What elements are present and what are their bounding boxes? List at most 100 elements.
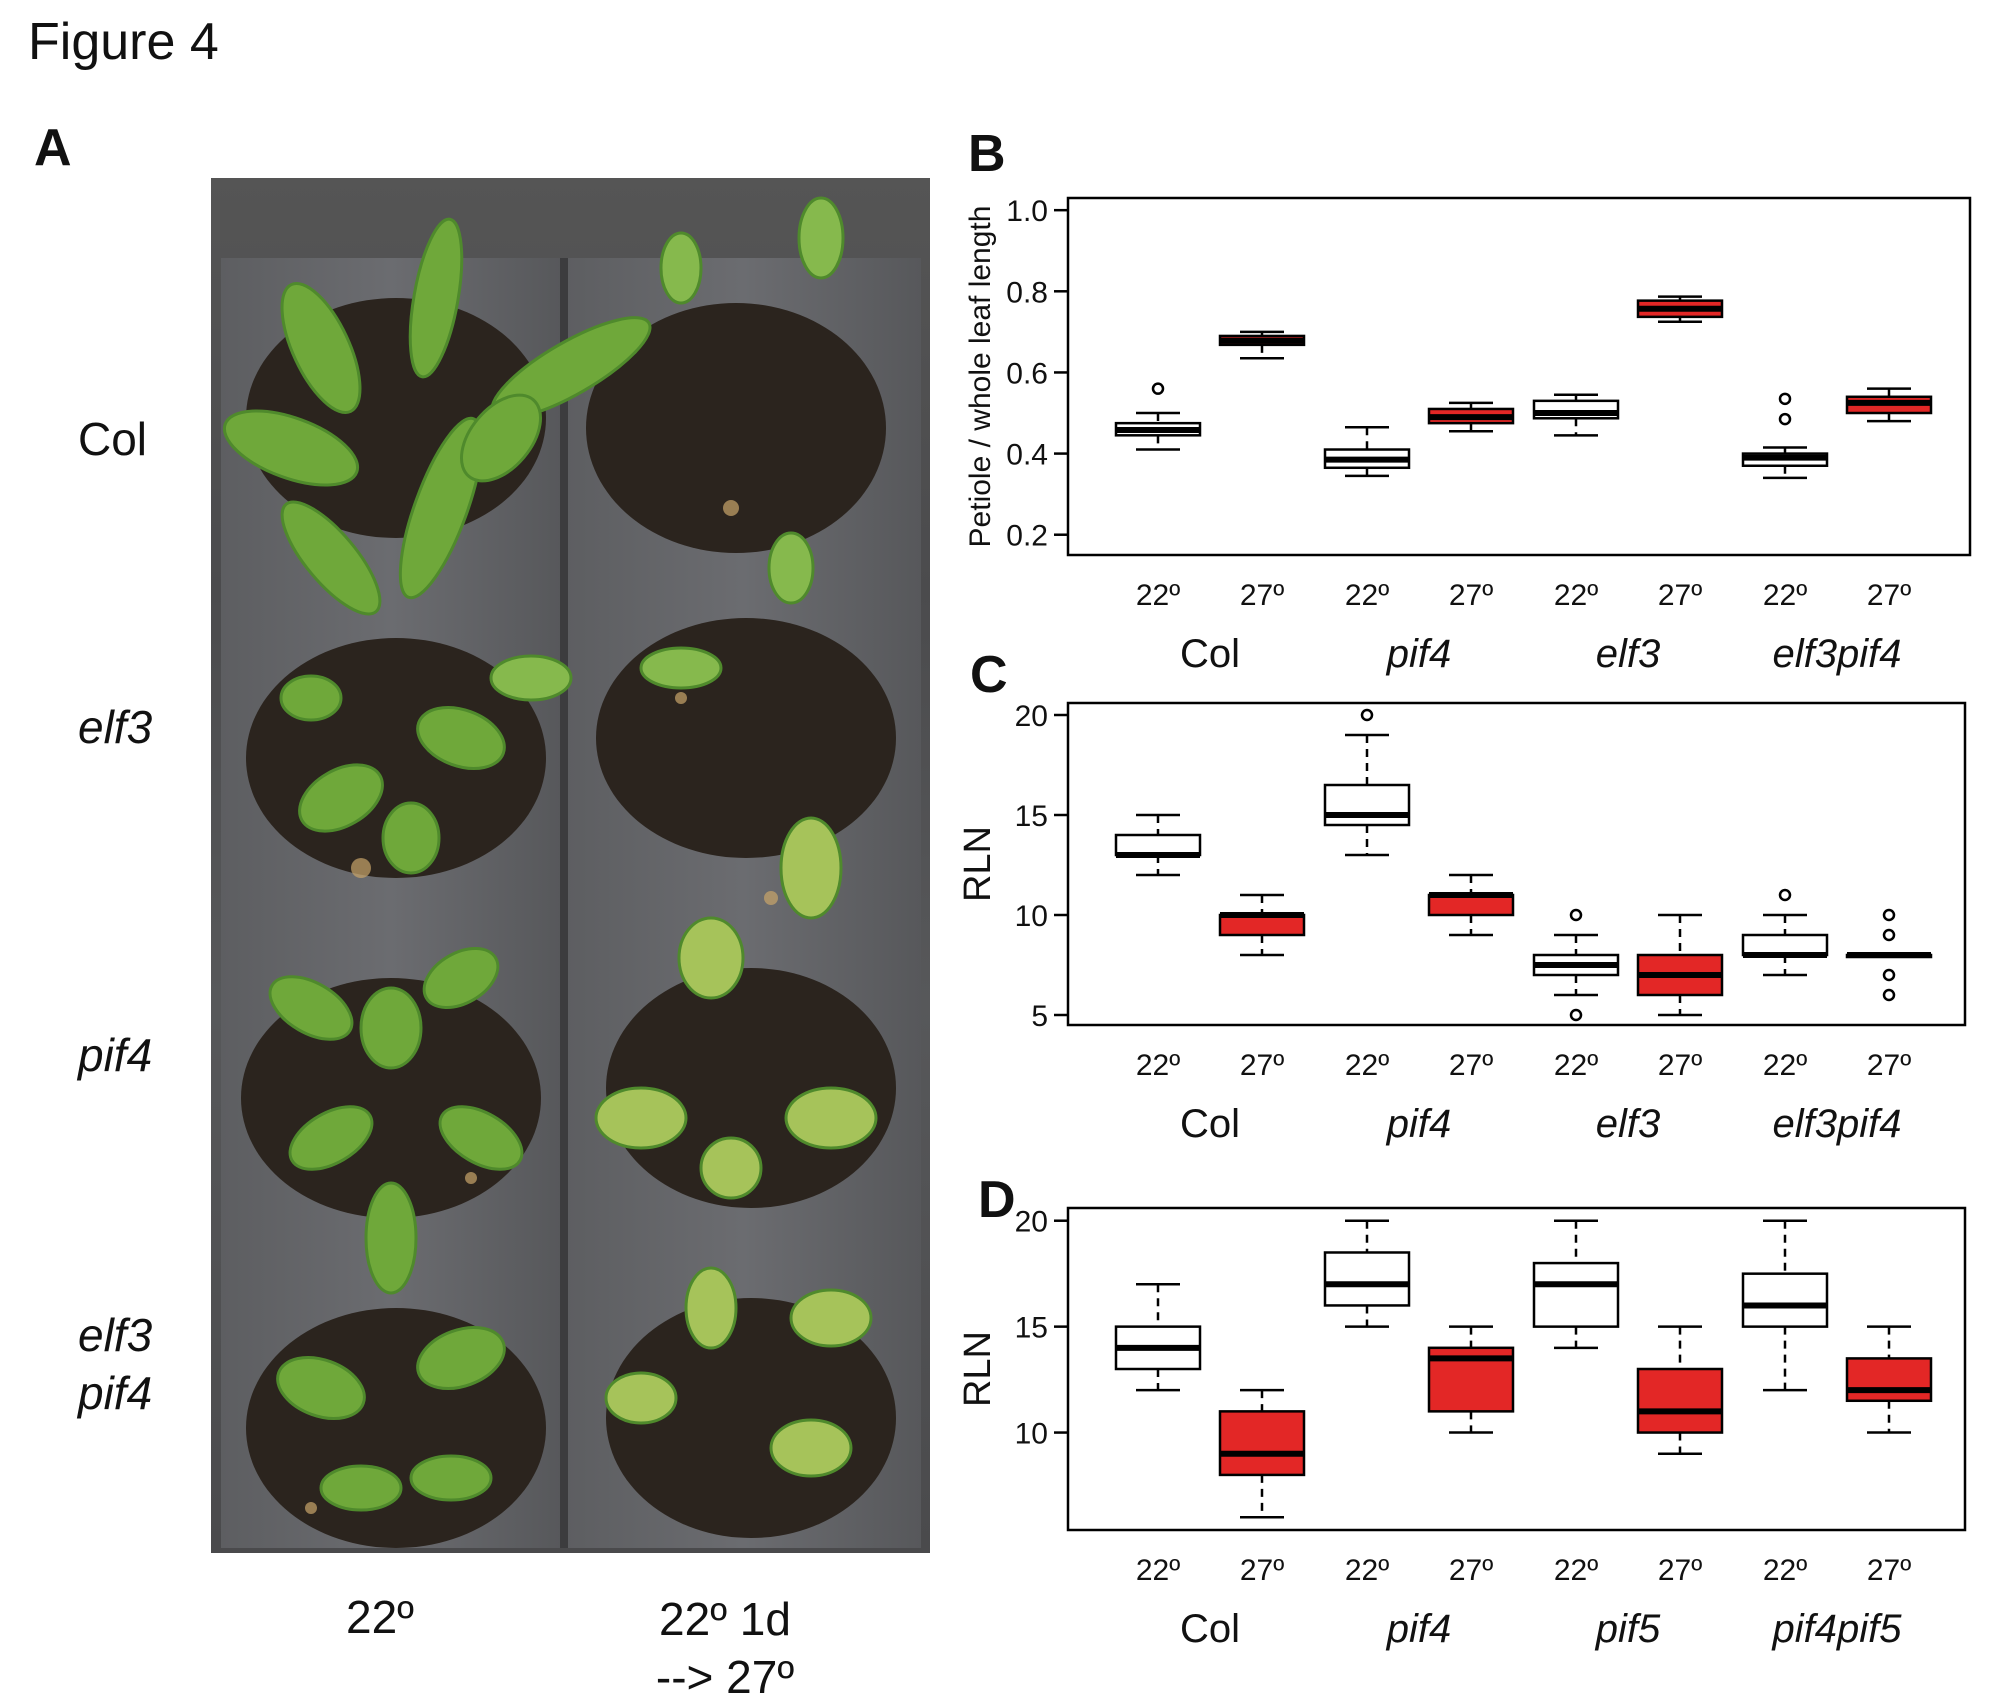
plant-leaves: [222, 196, 878, 1512]
column-label-shift-line2: --> 27º: [655, 1651, 795, 1703]
iqr-box: [1323, 783, 1411, 827]
genotype-label: elf3: [1596, 632, 1661, 676]
temperature-label: 22º: [1554, 1554, 1598, 1587]
temperature-label: 22º: [1136, 1049, 1180, 1082]
temperature-label: 22º: [1136, 579, 1180, 612]
temperature-label: 27º: [1658, 1554, 1702, 1587]
genotype-label: elf3pif4: [1773, 632, 1902, 676]
y-tick-label: 10: [1015, 900, 1048, 933]
box-5: [1532, 1219, 1620, 1350]
chart-b-petiole-ratio: 0.2 0.4 0.6 0.8 1.0 Petiole / whole leaf leng…: [964, 195, 1972, 676]
temperature-label: 22º: [1345, 1049, 1389, 1082]
plot-frame: [1066, 701, 1967, 1027]
temperature-label: 22º: [1554, 579, 1598, 612]
genotype-label: Col: [1180, 632, 1240, 676]
iqr-box: [1218, 1410, 1306, 1477]
column-label-shift-line1: 22º 1d: [659, 1593, 791, 1645]
temperature-label: 27º: [1658, 579, 1702, 612]
temperature-label: 27º: [1449, 579, 1493, 612]
box-8: [1845, 387, 1933, 423]
box-7: [1741, 1219, 1829, 1392]
row-label-col: Col: [78, 412, 147, 466]
genotype-label: pif4: [1386, 1102, 1452, 1146]
iqr-box: [1532, 1261, 1620, 1328]
genotype-label: pif4: [1386, 632, 1452, 676]
y-tick-label: 20: [1015, 1206, 1048, 1239]
outlier-point: [1882, 988, 1896, 1002]
temperature-label: 22º: [1763, 1554, 1807, 1587]
genotype-label: elf3pif4: [1773, 1102, 1902, 1146]
plant-photo-illustration: [221, 196, 921, 1548]
iqr-box: [1636, 1367, 1724, 1434]
column-label-22: 22º: [300, 1590, 460, 1644]
y-tick-label: 10: [1015, 1418, 1048, 1451]
box-2: [1218, 893, 1306, 957]
genotype-label: pif5: [1595, 1607, 1661, 1651]
y-tick-label: 15: [1015, 1312, 1048, 1345]
row-label-elf3-line1: elf3: [78, 701, 153, 753]
panel-letter-d: D: [978, 1171, 1016, 1229]
column-label-shift: 22º 1d --> 27º: [620, 1590, 830, 1706]
y-tick-label: 15: [1015, 800, 1048, 833]
genotype-label: elf3: [1596, 1102, 1661, 1146]
row-label-pif4-line1: pif4: [78, 1029, 153, 1081]
plot-frame: [1066, 1206, 1967, 1532]
genotype-label: pif4: [1386, 1607, 1452, 1651]
outlier-point: [1569, 908, 1583, 922]
plot-frame: [1066, 196, 1972, 557]
row-label-pif4: pif4: [78, 1028, 152, 1082]
panel-letter-b: B: [968, 125, 1006, 183]
row-label-elf3pif4-line2: pif4: [78, 1367, 153, 1419]
temperature-label: 27º: [1240, 579, 1284, 612]
temperature-label: 22º: [1345, 579, 1389, 612]
plant-photo: [211, 178, 930, 1553]
box-8: [1845, 1325, 1933, 1434]
y-axis-label: RLN: [957, 826, 999, 902]
iqr-box: [1741, 1272, 1829, 1328]
box-6: [1636, 1325, 1724, 1455]
y-axis-label: Petiole / whole leaf length: [964, 206, 997, 548]
outlier-point: [1882, 928, 1896, 942]
box-3: [1323, 425, 1411, 478]
temperature-label: 27º: [1867, 1049, 1911, 1082]
box-5: [1532, 908, 1620, 1022]
outlier-point: [1778, 412, 1792, 426]
temperature-label: 27º: [1658, 1049, 1702, 1082]
panel-letter-a: A: [34, 119, 72, 177]
row-label-elf3pif4: elf3 pif4: [78, 1306, 152, 1422]
row-label-elf3pif4-line1: elf3: [78, 1309, 153, 1361]
box-3: [1323, 708, 1411, 857]
genotype-label: Col: [1180, 1607, 1240, 1651]
column-label-22-line1: 22º: [346, 1591, 414, 1643]
y-tick-label: 0.2: [1006, 520, 1048, 553]
box-1: [1114, 382, 1202, 451]
temperature-label: 22º: [1554, 1049, 1598, 1082]
temperature-label: 27º: [1449, 1554, 1493, 1587]
box-5: [1532, 393, 1620, 437]
box-7: [1741, 888, 1829, 977]
outlier-point: [1882, 968, 1896, 982]
y-tick-label: 0.8: [1006, 276, 1048, 309]
temperature-label: 27º: [1240, 1049, 1284, 1082]
outlier-point: [1360, 708, 1374, 722]
outlier-point: [1151, 382, 1165, 395]
temperature-label: 27º: [1867, 579, 1911, 612]
figure-title: Figure 4: [28, 13, 219, 71]
outlier-point: [1778, 392, 1792, 406]
temperature-label: 27º: [1449, 1049, 1493, 1082]
y-tick-label: 20: [1015, 700, 1048, 733]
box-1: [1114, 813, 1202, 877]
box-4: [1427, 873, 1515, 937]
box-7: [1741, 392, 1829, 480]
box-4: [1427, 401, 1515, 433]
y-tick-label: 5: [1031, 1000, 1048, 1033]
outlier-point: [1569, 1008, 1583, 1022]
temperature-label: 27º: [1240, 1554, 1284, 1587]
temperature-label: 22º: [1136, 1554, 1180, 1587]
box-1: [1114, 1283, 1202, 1392]
iqr-box: [1845, 1357, 1933, 1403]
box-2: [1218, 1388, 1306, 1519]
